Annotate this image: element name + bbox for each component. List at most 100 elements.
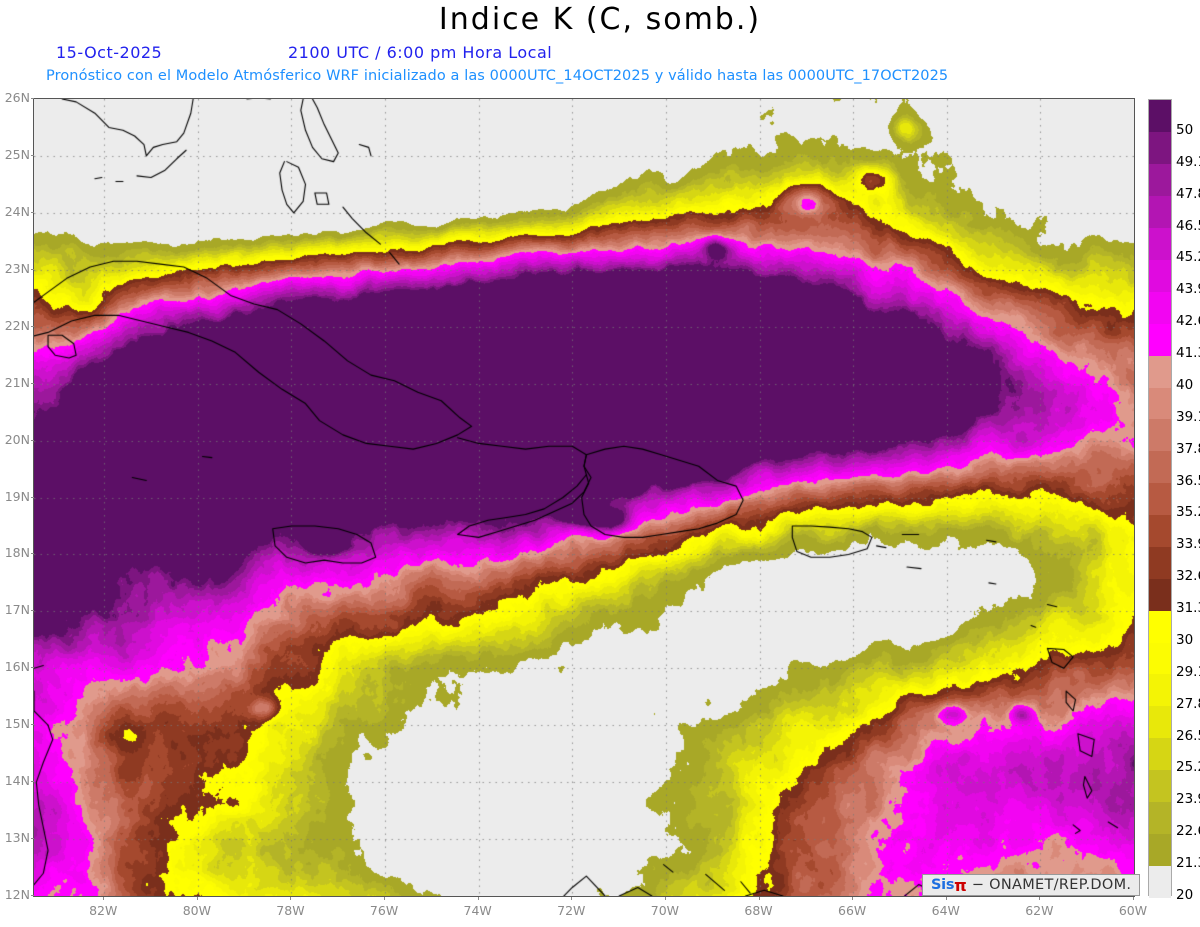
x-axis-tick	[196, 897, 198, 900]
x-axis-tick-label: 80W	[182, 903, 211, 918]
y-axis-tick	[31, 724, 34, 726]
colorbar-swatch	[1149, 705, 1171, 739]
x-axis-tick-label: 74W	[463, 903, 492, 918]
colorbar-tick-label: 50	[1176, 121, 1194, 138]
y-axis-tick	[31, 211, 34, 213]
colorbar-tick-label: 27.8	[1176, 695, 1200, 712]
x-axis-tick-label: 76W	[369, 903, 399, 918]
y-axis-tick-label: 26N	[4, 90, 30, 105]
colorbar-swatch	[1149, 514, 1171, 547]
colorbar-swatch	[1149, 865, 1171, 898]
colorbar-tick-label: 22.6	[1176, 823, 1200, 840]
x-axis-tick	[758, 897, 760, 900]
y-axis-tick	[31, 610, 34, 612]
y-axis-tick-label: 18N	[4, 545, 30, 561]
colorbar-tick-label: 42.6	[1176, 313, 1200, 330]
colorbar-tick-label: 43.9	[1176, 281, 1200, 298]
colorbar-tick-label: 47.8	[1176, 185, 1200, 202]
colorbar-swatch	[1149, 833, 1171, 866]
watermark-sis-text: Sis	[931, 877, 955, 893]
colorbar-swatch	[1149, 355, 1171, 388]
colorbar-tick-label: 37.8	[1176, 440, 1200, 457]
colorbar-swatch	[1149, 641, 1171, 675]
colorbar-swatch	[1149, 163, 1171, 197]
colorbar-swatch	[1149, 450, 1171, 484]
colorbar-swatch	[1149, 482, 1171, 516]
x-axis-tick	[290, 897, 292, 900]
x-axis-tick-label: 68W	[744, 903, 773, 918]
provider-watermark: Sis π − ONAMET/REP.DOM.	[922, 874, 1141, 896]
colorbar-swatch	[1149, 291, 1171, 324]
header-subline: 15-Oct-2025 2100 UTC / 6:00 pm Hora Loca…	[0, 43, 1160, 63]
colorbar-tick-label: 40	[1176, 376, 1194, 393]
colorbar-swatch	[1149, 801, 1171, 834]
y-axis-tick	[31, 439, 34, 441]
x-axis-tick	[945, 897, 947, 900]
colorbar-swatch	[1149, 131, 1171, 165]
y-axis-tick-label: 14N	[4, 773, 30, 789]
x-axis-tick	[1133, 897, 1134, 900]
y-axis-tick	[31, 838, 34, 840]
colorbar-tick-label: 21.3	[1176, 855, 1200, 872]
x-axis-tick	[103, 897, 105, 900]
x-axis-tick	[477, 897, 479, 900]
colorbar-tick-label: 35.2	[1176, 504, 1200, 521]
x-axis-tick	[1039, 897, 1041, 900]
forecast-date: 15-Oct-2025	[56, 43, 163, 62]
y-axis-tick-label: 22N	[4, 317, 30, 333]
watermark-pi-icon: π	[954, 875, 967, 895]
x-axis-tick-label: 66W	[838, 903, 867, 918]
y-axis-tick	[31, 496, 34, 498]
watermark-agency-text: − ONAMET/REP.DOM.	[971, 877, 1132, 893]
y-axis-tick-label: 25N	[4, 146, 30, 162]
colorbar-tick-label: 26.5	[1176, 727, 1200, 744]
colorbar-swatch	[1149, 323, 1171, 356]
x-axis-tick-label: 62W	[1025, 903, 1054, 918]
x-axis-tick-label: 72W	[557, 903, 586, 918]
y-axis-tick	[31, 382, 34, 384]
x-axis-tick	[664, 897, 666, 900]
x-axis-tick	[571, 897, 573, 900]
y-axis-tick-label: 15N	[4, 716, 30, 732]
colorbar-tick-label: 45.2	[1176, 249, 1200, 266]
colorbar-tick-label: 32.6	[1176, 568, 1200, 585]
colorbar-tick-label: 31.3	[1176, 600, 1200, 617]
x-axis-tick-label: 64W	[931, 903, 960, 918]
forecast-time: 2100 UTC / 6:00 pm Hora Local	[288, 43, 553, 62]
colorbar-tick-label: 29.1	[1176, 663, 1200, 680]
y-axis-tick	[31, 667, 34, 669]
x-axis-tick	[384, 897, 386, 900]
colorbar	[1148, 99, 1172, 898]
contour-field-canvas	[34, 99, 1134, 896]
y-axis-tick-label: 13N	[4, 830, 30, 846]
y-axis-tick	[31, 154, 34, 156]
y-axis-tick	[31, 268, 34, 270]
colorbar-swatch	[1149, 769, 1171, 802]
colorbar-swatch	[1149, 546, 1171, 579]
colorbar-swatch	[1149, 737, 1171, 771]
colorbar-tick-label: 23.9	[1176, 791, 1200, 808]
colorbar-tick-label: 49.1	[1176, 153, 1200, 170]
y-axis-tick	[31, 98, 34, 99]
x-axis-tick-label: 70W	[650, 903, 680, 918]
colorbar-tick-label: 46.5	[1176, 217, 1200, 234]
colorbar-swatch	[1149, 259, 1171, 292]
colorbar-swatch	[1149, 578, 1171, 611]
y-axis-tick-label: 21N	[4, 374, 30, 390]
x-axis-tick-label: 60W	[1118, 903, 1148, 918]
colorbar-tick-label: 33.9	[1176, 536, 1200, 553]
colorbar-swatch	[1149, 227, 1171, 260]
y-axis-tick	[31, 325, 34, 327]
y-axis-tick-label: 16N	[4, 659, 30, 675]
colorbar-swatch	[1149, 195, 1171, 229]
y-axis-tick-label: 12N	[4, 887, 30, 902]
colorbar-tick-label: 39.1	[1176, 408, 1200, 425]
x-axis-tick-label: 82W	[89, 903, 118, 918]
x-axis-tick-label: 78W	[276, 903, 305, 918]
x-axis-tick	[852, 897, 854, 900]
model-description: Pronóstico con el Modelo Atmósferico WRF…	[46, 68, 949, 84]
y-axis-tick-label: 24N	[4, 203, 30, 219]
colorbar-tick-label: 25.2	[1176, 759, 1200, 776]
colorbar-swatch	[1149, 418, 1171, 452]
